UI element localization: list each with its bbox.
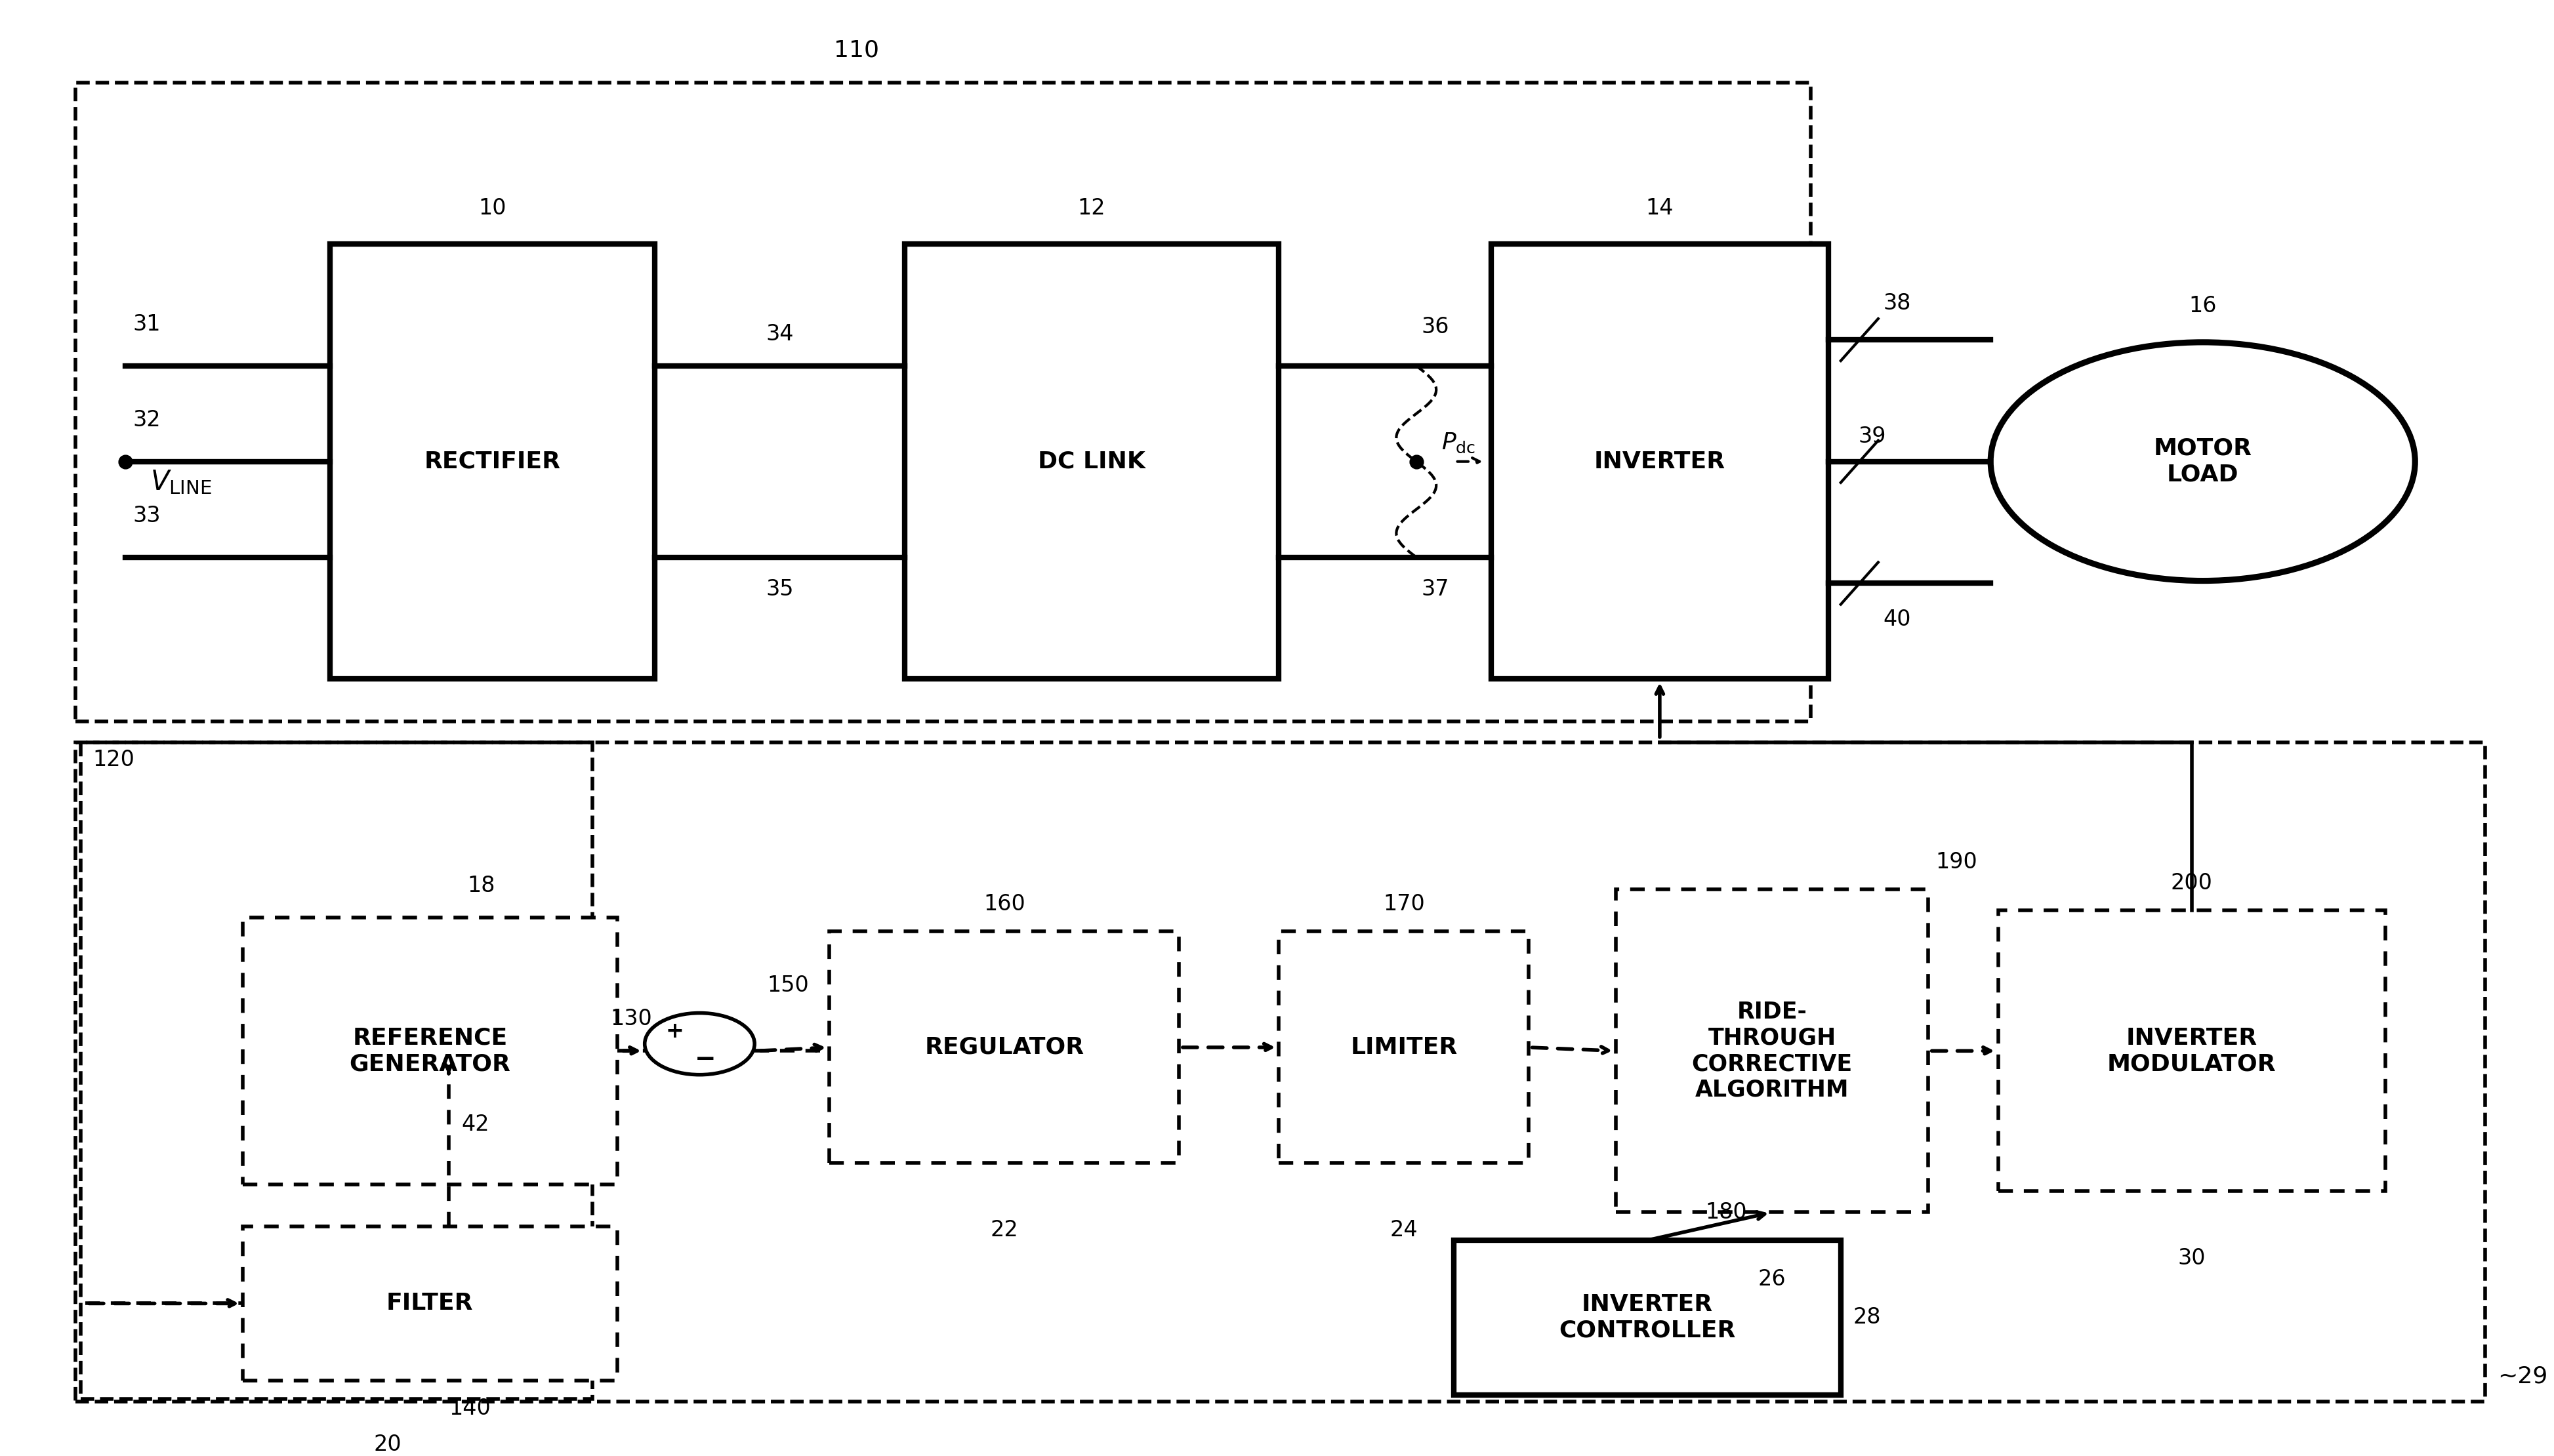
Text: 130: 130 [610, 1008, 651, 1029]
Text: INVERTER
MODULATOR: INVERTER MODULATOR [2107, 1026, 2276, 1075]
FancyBboxPatch shape [1492, 245, 1829, 678]
Bar [77, 83, 1811, 721]
Text: 140: 140 [450, 1398, 490, 1420]
Text: 40: 40 [1882, 609, 1910, 630]
Text: 180: 180 [1706, 1201, 1747, 1223]
Text: 32: 32 [133, 409, 161, 431]
Text: REFERENCE
GENERATOR: REFERENCE GENERATOR [350, 1026, 511, 1075]
Text: 39: 39 [1859, 425, 1885, 447]
FancyBboxPatch shape [830, 932, 1180, 1163]
Text: 24: 24 [1389, 1219, 1417, 1241]
Bar [77, 743, 2485, 1402]
Text: 160: 160 [983, 893, 1024, 914]
Text: 12: 12 [1078, 197, 1106, 218]
FancyBboxPatch shape [243, 1226, 618, 1380]
Text: RIDE-
THROUGH
CORRECTIVE
ALGORITHM: RIDE- THROUGH CORRECTIVE ALGORITHM [1691, 1000, 1852, 1101]
Text: RECTIFIER: RECTIFIER [424, 450, 562, 473]
Text: 16: 16 [2189, 296, 2217, 317]
Circle shape [1990, 342, 2416, 581]
Bar [79, 743, 593, 1399]
Text: INVERTER: INVERTER [1594, 450, 1727, 473]
Text: 38: 38 [1882, 293, 1910, 314]
FancyBboxPatch shape [1997, 910, 2385, 1191]
Text: 20: 20 [373, 1434, 401, 1456]
Text: 36: 36 [1420, 316, 1448, 338]
Text: 30: 30 [2179, 1248, 2207, 1270]
FancyBboxPatch shape [1453, 1241, 1841, 1395]
Text: MOTOR
LOAD: MOTOR LOAD [2153, 437, 2253, 486]
Text: 110: 110 [833, 39, 879, 61]
Circle shape [644, 1013, 753, 1075]
Text: DC LINK: DC LINK [1037, 450, 1144, 473]
Text: 33: 33 [133, 505, 161, 527]
FancyBboxPatch shape [1280, 932, 1530, 1163]
Text: 150: 150 [766, 974, 810, 996]
Text: $V_{\rm LINE}$: $V_{\rm LINE}$ [151, 469, 212, 496]
Text: 22: 22 [991, 1219, 1019, 1241]
FancyBboxPatch shape [1617, 890, 1928, 1213]
Text: 10: 10 [478, 197, 506, 218]
Text: 28: 28 [1854, 1306, 1882, 1328]
Text: +: + [667, 1021, 684, 1042]
Text: FILTER: FILTER [386, 1293, 472, 1315]
Text: LIMITER: LIMITER [1351, 1037, 1458, 1059]
FancyBboxPatch shape [329, 245, 654, 678]
Text: REGULATOR: REGULATOR [925, 1037, 1083, 1059]
Text: 200: 200 [2171, 872, 2212, 894]
Text: 31: 31 [133, 313, 161, 335]
FancyBboxPatch shape [904, 245, 1280, 678]
Text: 190: 190 [1936, 850, 1977, 872]
Text: −: − [695, 1047, 715, 1072]
Text: 34: 34 [766, 323, 794, 345]
Text: ~29: ~29 [2498, 1366, 2546, 1388]
Text: 26: 26 [1757, 1268, 1785, 1290]
Text: 37: 37 [1420, 578, 1448, 600]
Text: 18: 18 [467, 875, 495, 897]
Text: 35: 35 [766, 578, 794, 600]
FancyBboxPatch shape [243, 917, 618, 1184]
Text: 14: 14 [1645, 197, 1673, 218]
Text: 170: 170 [1382, 893, 1425, 914]
Text: INVERTER
CONTROLLER: INVERTER CONTROLLER [1558, 1293, 1737, 1341]
Text: 42: 42 [462, 1114, 490, 1136]
Text: 120: 120 [92, 750, 135, 770]
Text: $P_{\rm dc}$: $P_{\rm dc}$ [1440, 431, 1476, 454]
